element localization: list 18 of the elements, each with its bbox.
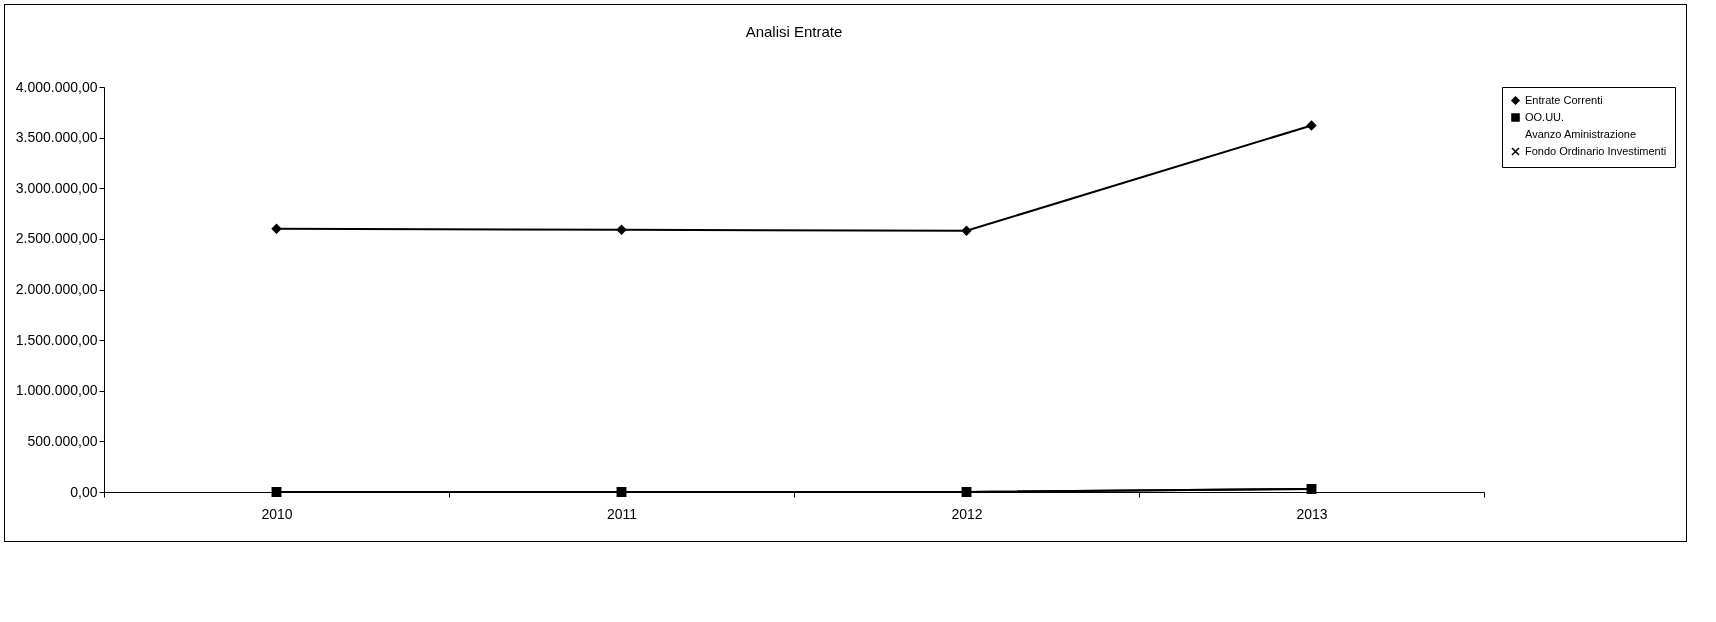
x-tick-label: 2012 (951, 505, 983, 522)
y-tick-label: 2.500.000,00 (15, 230, 98, 247)
y-tick-label: 4.000.000,00 (15, 78, 98, 95)
x-tick-label: 2010 (261, 505, 293, 522)
legend-label: OO.UU. (1525, 110, 1565, 123)
x-tick-label: 2011 (606, 505, 638, 522)
x-tick-label: 2013 (1296, 505, 1328, 522)
legend-label: Fondo Ordinario Investimenti (1525, 144, 1667, 157)
y-tick-label: 500.000,00 (27, 432, 98, 449)
legend-label: Entrate Correnti (1525, 93, 1603, 106)
y-tick-label: 2.000.000,00 (15, 281, 98, 297)
y-tick-label: 3.000.000,00 (15, 179, 98, 196)
y-tick-label: 1.500.000,00 (15, 331, 98, 348)
y-tick-label: 1.000.000,00 (15, 382, 98, 399)
y-tick-label: 3.500.000,00 (15, 129, 98, 146)
chart-title: Analisi Entrate (745, 23, 843, 40)
text: Avanzo Aministrazione (1525, 127, 1637, 140)
y-tick-label: 0,00 (70, 483, 98, 500)
